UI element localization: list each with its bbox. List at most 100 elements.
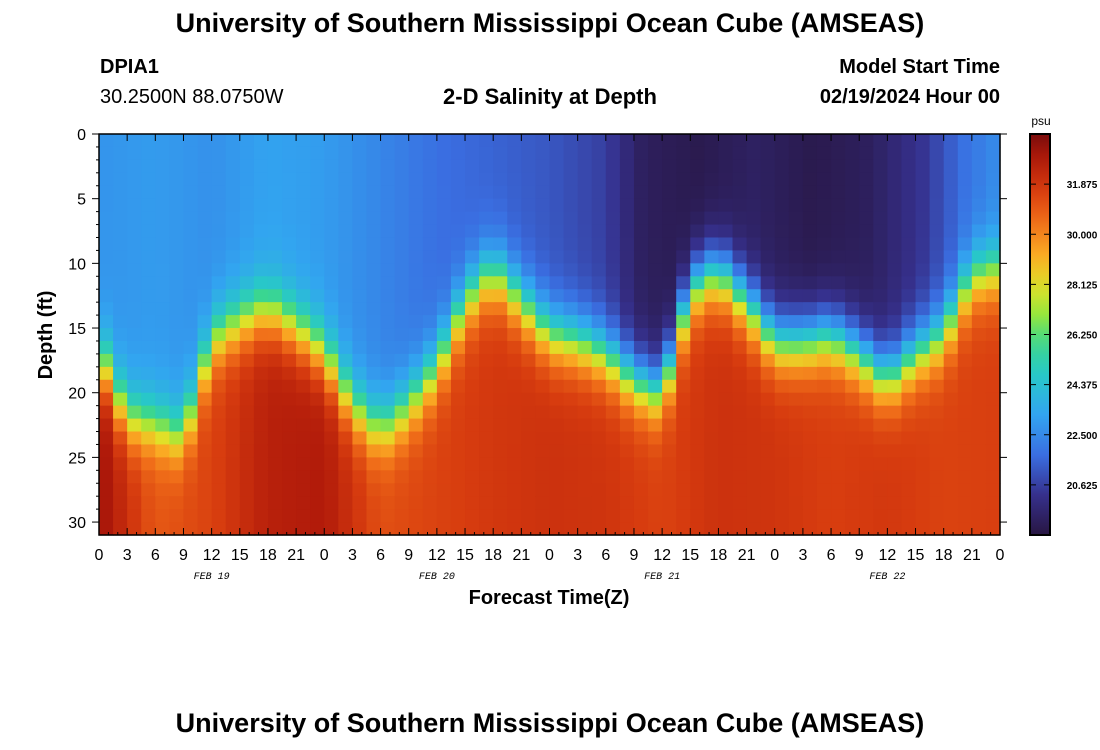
heatmap-cell <box>296 211 311 226</box>
heatmap-cell <box>788 405 804 420</box>
heatmap-cell <box>479 353 494 368</box>
heatmap-cell <box>549 418 565 433</box>
heatmap-cell <box>141 340 156 355</box>
heatmap-cell <box>845 444 860 458</box>
heatmap-cell <box>690 483 705 497</box>
heatmap-cell <box>352 522 368 536</box>
salinity-chart: 0 3 6 9 12 15 18 21 0 3 6 9 12 15 18 21 0 3 6 9 12 15 18 21 0 3 6 9… <box>35 114 1098 609</box>
heatmap-cell <box>873 379 888 394</box>
heatmap-cell <box>211 263 227 277</box>
heatmap-cell <box>662 509 677 523</box>
heatmap-cell <box>127 509 142 523</box>
heatmap-cell <box>591 224 607 239</box>
heatmap-cell <box>267 172 283 187</box>
heatmap-cell <box>591 483 607 497</box>
heatmap-cell <box>676 250 691 264</box>
heatmap-cell <box>394 522 410 536</box>
heatmap-cell <box>845 276 860 290</box>
heatmap-cell <box>479 146 494 161</box>
y-tick-label: 5 <box>77 192 86 209</box>
heatmap-cell <box>155 379 170 394</box>
heatmap-cell <box>422 353 438 368</box>
heatmap-cell <box>648 224 663 239</box>
heatmap-cell <box>859 379 874 394</box>
heatmap-cell <box>662 496 677 510</box>
heatmap-cell <box>788 483 804 497</box>
heatmap-cell <box>957 198 973 213</box>
heatmap-cell <box>577 353 593 368</box>
heatmap-cell <box>887 431 903 446</box>
heatmap-cell <box>310 328 325 342</box>
heatmap-cell <box>591 444 607 458</box>
heatmap-cell <box>366 392 382 407</box>
heatmap-cell <box>760 289 776 303</box>
heatmap-cell <box>183 509 199 523</box>
heatmap-cell <box>422 237 438 252</box>
heatmap-cell <box>802 328 818 342</box>
heatmap-cell <box>422 315 438 329</box>
heatmap-cell <box>436 159 452 174</box>
heatmap-cell <box>633 159 649 174</box>
heatmap-cell <box>774 263 790 277</box>
heatmap-cell <box>901 211 917 226</box>
heatmap-cell <box>732 146 748 161</box>
heatmap-cell <box>915 237 931 252</box>
heatmap-cell <box>239 457 255 471</box>
x-axis-label: Forecast Time(Z) <box>469 587 630 609</box>
heatmap-cell <box>831 509 846 523</box>
heatmap-cell <box>450 379 466 394</box>
heatmap-cell <box>619 302 635 316</box>
day-label: FEB 19 <box>194 572 230 583</box>
heatmap-cell <box>549 289 565 303</box>
heatmap-cell <box>267 289 283 303</box>
heatmap-cell <box>465 146 480 161</box>
heatmap-cell <box>704 237 720 252</box>
heatmap-cell <box>957 340 973 355</box>
heatmap-cell <box>788 159 804 174</box>
heatmap-cell <box>760 522 776 536</box>
heatmap-cell <box>408 392 424 407</box>
heatmap-cell <box>197 392 213 407</box>
heatmap-cell <box>253 431 269 446</box>
heatmap-cell <box>324 522 339 536</box>
heatmap-cell <box>338 340 354 355</box>
heatmap-cell <box>521 134 537 148</box>
heatmap-cell <box>845 457 860 471</box>
heatmap-cell <box>479 496 494 510</box>
heatmap-cell <box>704 328 720 342</box>
heatmap-cell <box>169 250 185 264</box>
heatmap-cell <box>619 224 635 239</box>
heatmap-cell <box>155 405 170 420</box>
heatmap-cell <box>633 237 649 252</box>
heatmap-cell <box>155 328 170 342</box>
heatmap-cell <box>788 263 804 277</box>
heatmap-cell <box>450 522 466 536</box>
heatmap-cell <box>648 379 663 394</box>
heatmap-cell <box>225 146 241 161</box>
heatmap-cell <box>718 418 734 433</box>
heatmap-cell <box>662 211 677 226</box>
heatmap-cell <box>873 418 888 433</box>
heatmap-cell <box>690 496 705 510</box>
heatmap-cell <box>648 263 663 277</box>
heatmap-cell <box>296 276 311 290</box>
heatmap-cell <box>211 483 227 497</box>
heatmap-cell <box>648 496 663 510</box>
heatmap-cell <box>774 418 790 433</box>
heatmap-cell <box>169 470 185 484</box>
heatmap-cell <box>239 366 255 381</box>
heatmap-cell <box>690 328 705 342</box>
heatmap-cell <box>99 211 114 226</box>
heatmap-cell <box>746 509 762 523</box>
heatmap-cell <box>985 392 1001 407</box>
heatmap-cell <box>676 366 691 381</box>
heatmap-cell <box>985 302 1001 316</box>
x-tick-label: 12 <box>428 547 446 564</box>
heatmap-cell <box>648 522 663 536</box>
heatmap-cell <box>718 522 734 536</box>
heatmap-cell <box>422 185 438 200</box>
heatmap-cell <box>873 483 888 497</box>
heatmap-cell <box>915 315 931 329</box>
heatmap-cell <box>113 237 128 252</box>
heatmap-cell <box>859 470 874 484</box>
